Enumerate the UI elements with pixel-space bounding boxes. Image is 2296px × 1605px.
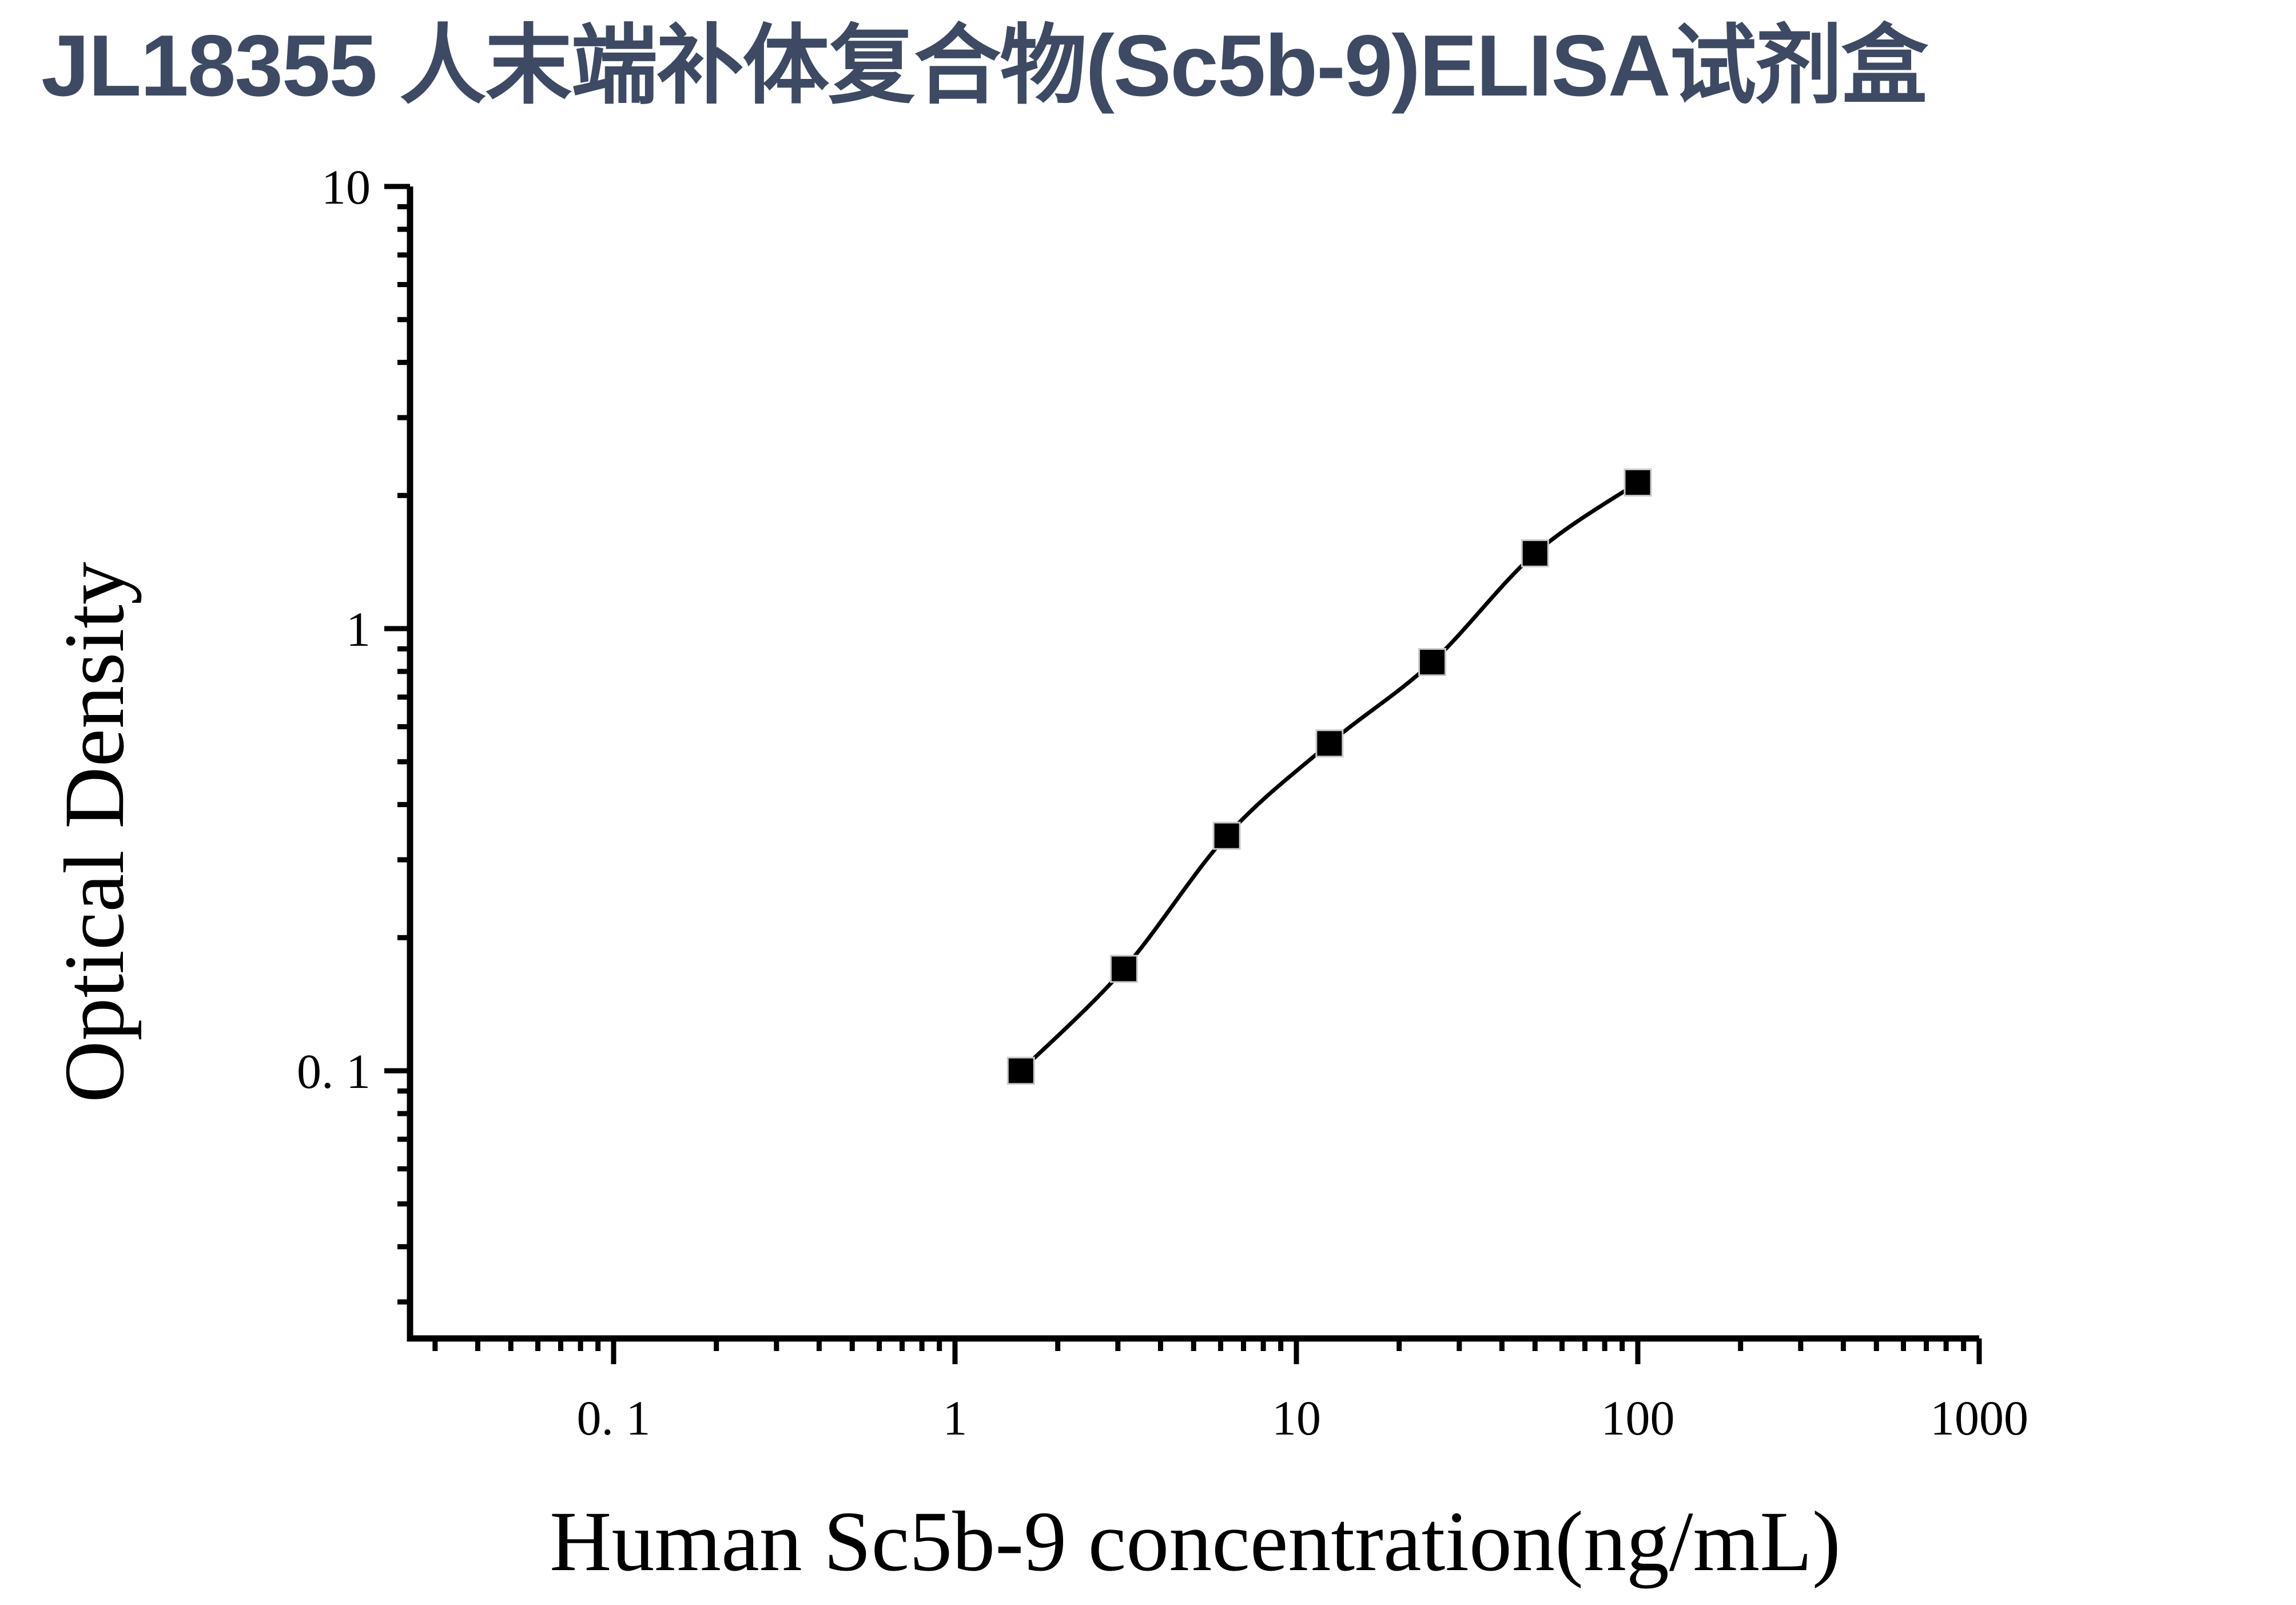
data-point-marker	[1521, 539, 1549, 567]
data-point-marker	[1418, 648, 1447, 677]
y-tick-label: 1	[346, 602, 371, 657]
data-point-marker	[1006, 1056, 1035, 1085]
x-tick-label: 10	[1272, 1391, 1321, 1445]
tick-labels: 10 1 0. 1 0. 1 1 10 100 1000	[297, 160, 2028, 1445]
y-tick-label: 0. 1	[297, 1044, 371, 1099]
x-axis-title: Human Sc5b-9 concentration(ng/mL)	[550, 1494, 1841, 1589]
x-tick-label: 1	[943, 1391, 968, 1445]
data-point-marker	[1109, 955, 1138, 983]
data-point-marker	[1212, 821, 1241, 850]
x-tick-label: 1000	[1930, 1391, 2028, 1445]
y-axis-title: Optical Density	[47, 562, 142, 1103]
data-point-marker	[1315, 729, 1344, 758]
axis-ticks	[384, 184, 1982, 1364]
x-tick-label: 0. 1	[577, 1391, 651, 1445]
data-point-marker	[1623, 468, 1652, 497]
axis-frame	[407, 186, 1979, 1342]
y-tick-label: 10	[321, 160, 371, 214]
axes	[407, 186, 1979, 1342]
data-point-markers	[1006, 468, 1652, 1085]
x-tick-label: 100	[1601, 1391, 1675, 1445]
chart-title: JL18355 人末端补体复合物(Sc5b-9)ELISA试剂盒	[41, 17, 1928, 114]
